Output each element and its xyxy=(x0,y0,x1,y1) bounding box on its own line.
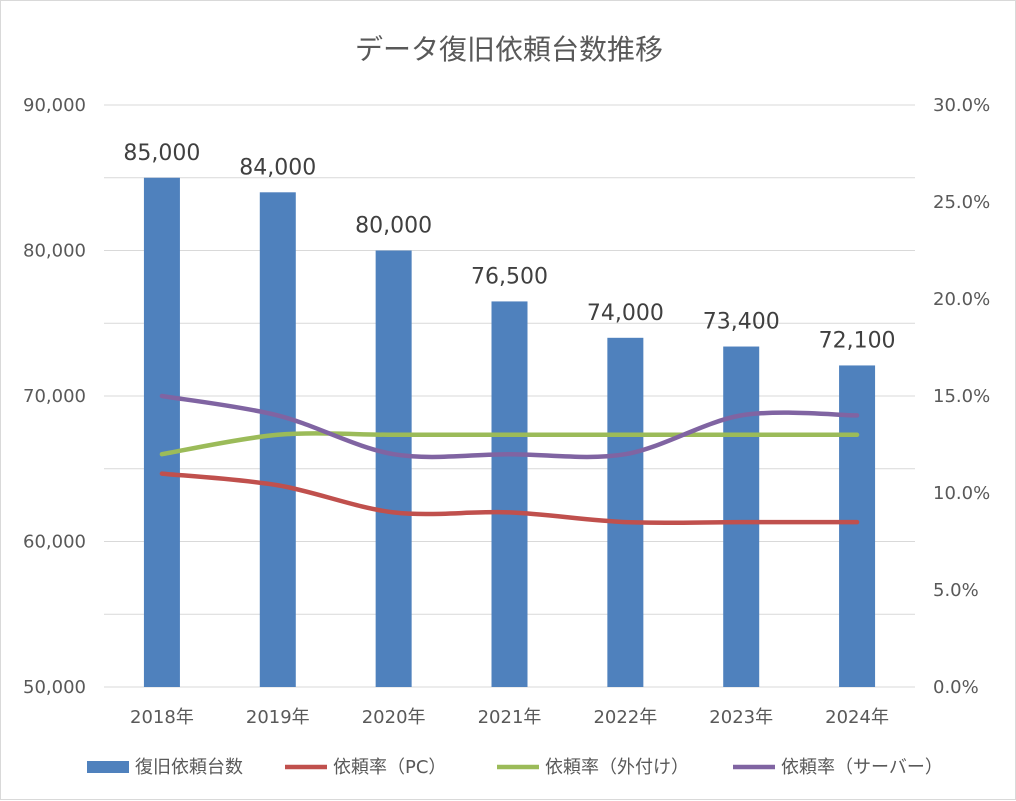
legend-label: 依頼率（外付け） xyxy=(545,757,689,778)
chart-title: データ復旧依頼台数推移 xyxy=(355,33,663,66)
x-axis-tick-label: 2020年 xyxy=(362,707,426,728)
x-axis-tick-label: 2019年 xyxy=(246,707,310,728)
bar-series xyxy=(143,177,876,688)
legend: 復旧依頼台数 依頼率（PC） 依頼率（外付け） 依頼率（サーバー） xyxy=(87,757,943,778)
left-axis-tick-label: 80,000 xyxy=(23,241,86,262)
x-axis-tick-label: 2022年 xyxy=(593,707,657,728)
right-axis-tick-label: 20.0% xyxy=(933,289,990,310)
legend-label: 依頼率（サーバー） xyxy=(781,757,943,778)
series-line xyxy=(159,431,860,457)
right-axis-tick-label: 10.0% xyxy=(933,483,990,504)
bar xyxy=(839,365,876,687)
bar-data-label: 84,000 xyxy=(239,155,316,180)
bar xyxy=(375,250,412,687)
bar-data-label: 74,000 xyxy=(587,301,664,326)
bar xyxy=(143,177,180,687)
right-axis-labels: 0.0% 5.0% 10.0% 15.0% 20.0% 25.0% 30.0% xyxy=(933,95,990,698)
right-axis-tick-label: 30.0% xyxy=(933,95,990,116)
legend-label: 復旧依頼台数 xyxy=(135,757,243,778)
line-series-group xyxy=(159,393,860,526)
right-axis-tick-label: 15.0% xyxy=(933,386,990,407)
series-line xyxy=(159,471,860,526)
bar-data-label: 80,000 xyxy=(355,214,432,239)
series-line xyxy=(159,393,860,460)
x-axis-labels: 2018年 2019年 2020年 2021年 2022年 2023年 2024年 xyxy=(130,707,889,728)
bar xyxy=(491,301,528,687)
legend-label: 依頼率（PC） xyxy=(333,757,446,778)
bar-data-label: 73,400 xyxy=(703,310,780,335)
left-axis-tick-label: 50,000 xyxy=(23,677,86,698)
legend-swatch xyxy=(87,761,129,773)
x-axis-tick-label: 2024年 xyxy=(825,707,889,728)
x-axis-tick-label: 2018年 xyxy=(130,707,194,728)
right-axis-tick-label: 5.0% xyxy=(933,580,979,601)
bar xyxy=(607,337,644,687)
left-axis-labels: 50,000 60,000 70,000 80,000 90,000 xyxy=(23,95,86,698)
left-axis-tick-label: 90,000 xyxy=(23,95,86,116)
bar-data-label: 85,000 xyxy=(123,141,200,166)
left-axis-tick-label: 70,000 xyxy=(23,386,86,407)
bar-data-label: 76,500 xyxy=(471,264,548,289)
x-axis-tick-label: 2023年 xyxy=(709,707,773,728)
bar xyxy=(723,346,760,687)
left-axis-tick-label: 60,000 xyxy=(23,532,86,553)
data-labels: 85,000 84,000 80,000 76,500 74,000 73,400 72,1… xyxy=(123,141,895,354)
bar xyxy=(259,192,296,688)
right-axis-tick-label: 0.0% xyxy=(933,677,979,698)
right-axis-tick-label: 25.0% xyxy=(933,192,990,213)
bar-data-label: 72,100 xyxy=(819,328,896,353)
x-axis-tick-label: 2021年 xyxy=(478,707,542,728)
